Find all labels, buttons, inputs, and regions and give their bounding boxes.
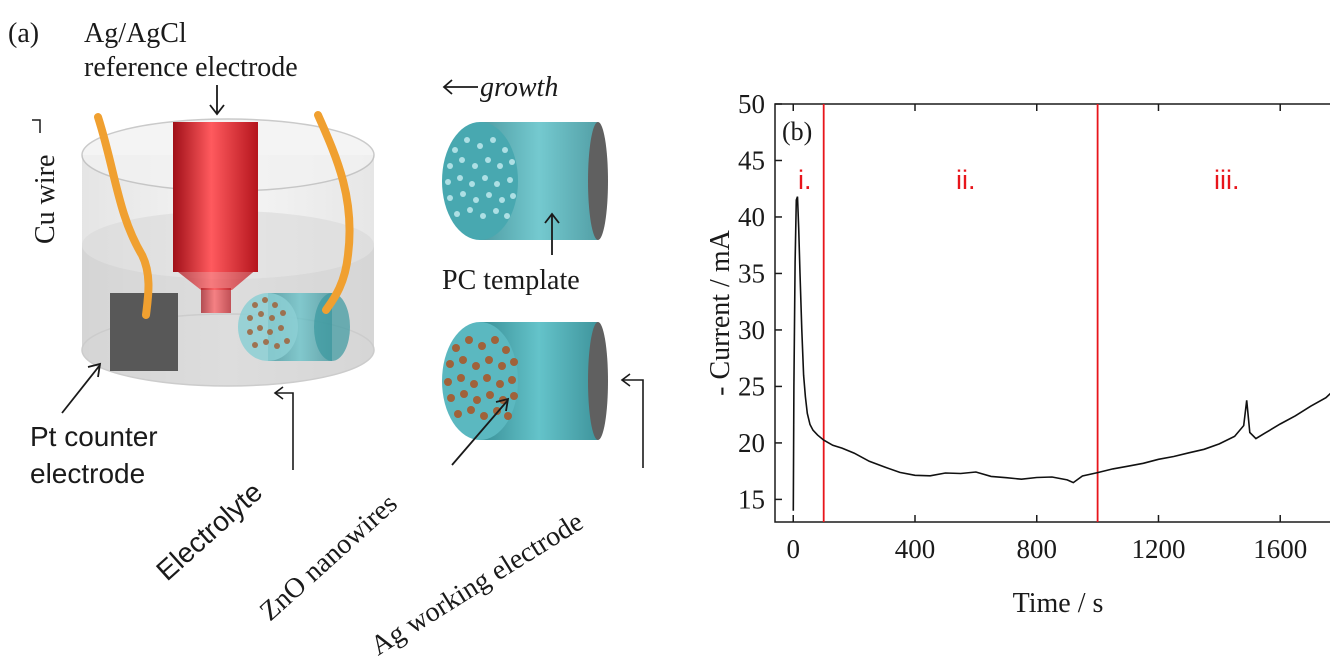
current-trace bbox=[792, 196, 1330, 511]
y-tick-label: 50 bbox=[738, 89, 765, 119]
region-label-ii: ii. bbox=[956, 165, 976, 195]
cu-wire-right bbox=[314, 111, 354, 314]
reference-arrow bbox=[209, 85, 225, 116]
zno-nanowire-dots bbox=[444, 336, 518, 420]
ag-working-electrode bbox=[442, 322, 608, 440]
region-label-i: i. bbox=[798, 165, 812, 195]
y-axis-label: - Current / mA bbox=[705, 229, 736, 395]
y-tick-label: 40 bbox=[738, 202, 765, 232]
pc-template-label: PC template bbox=[442, 265, 580, 296]
x-tick-label: 1200 bbox=[1131, 534, 1185, 564]
pt-counter-label-2: electrode bbox=[30, 458, 145, 489]
x-tick-label: 400 bbox=[895, 534, 936, 564]
zno-arrow bbox=[451, 397, 510, 466]
axis-ticks: 0 400 800 1200 1600 15 20 25 30 35 40 45 50 bbox=[738, 89, 1307, 564]
y-tick-label: 35 bbox=[738, 258, 765, 288]
x-tick-label: 0 bbox=[787, 534, 801, 564]
pt-counter-label-1: Pt counter bbox=[30, 421, 158, 452]
chart-panel-b: (b) 0 400 800 1200 1600 15 20 25 30 35 40 45 50 i. i… bbox=[705, 89, 1330, 619]
y-tick-label: 25 bbox=[738, 371, 765, 401]
electrolyte-label: Electrolyte bbox=[150, 476, 268, 587]
zno-nanowires-label: ZnO nanowires bbox=[254, 488, 404, 627]
pc-template bbox=[442, 122, 608, 240]
region-label-iii: iii. bbox=[1214, 165, 1240, 195]
ag-working-arrowhead bbox=[620, 373, 631, 387]
electrolyte-pointer bbox=[276, 392, 294, 470]
working-electrode-in-beaker bbox=[238, 293, 350, 361]
y-tick-label: 30 bbox=[738, 315, 765, 345]
region-lines bbox=[822, 104, 1099, 522]
electrolyte-arrowhead bbox=[273, 386, 284, 400]
growth-label: growth bbox=[480, 72, 558, 103]
growth-arrow bbox=[442, 79, 478, 95]
cu-wire-label: Cu wire bbox=[30, 155, 61, 244]
reference-electrode-label-2: reference electrode bbox=[84, 52, 298, 83]
pc-template-arrow bbox=[544, 212, 560, 255]
y-tick-label: 15 bbox=[738, 484, 765, 514]
y-tick-label: 45 bbox=[738, 145, 765, 175]
panel-b-label: (b) bbox=[782, 117, 812, 146]
reference-electrode bbox=[173, 122, 258, 313]
x-tick-label: 800 bbox=[1016, 534, 1057, 564]
ag-working-pointer bbox=[623, 379, 644, 468]
ag-working-label: Ag working electrode bbox=[365, 506, 588, 657]
pt-counter-arrow bbox=[61, 362, 102, 414]
beaker-base bbox=[81, 313, 375, 387]
x-axis-label: Time / s bbox=[1013, 588, 1104, 619]
y-tick-label: 20 bbox=[738, 428, 765, 458]
reference-electrode-label-1: Ag/AgCl bbox=[84, 18, 187, 49]
panel-a-label: (a) bbox=[8, 18, 39, 49]
cu-wire-left bbox=[94, 113, 153, 319]
cu-wire-pointer bbox=[32, 119, 41, 133]
plot-frame bbox=[774, 103, 1330, 523]
x-tick-label: 1600 bbox=[1253, 534, 1307, 564]
panel-a: (a) bbox=[8, 18, 644, 657]
